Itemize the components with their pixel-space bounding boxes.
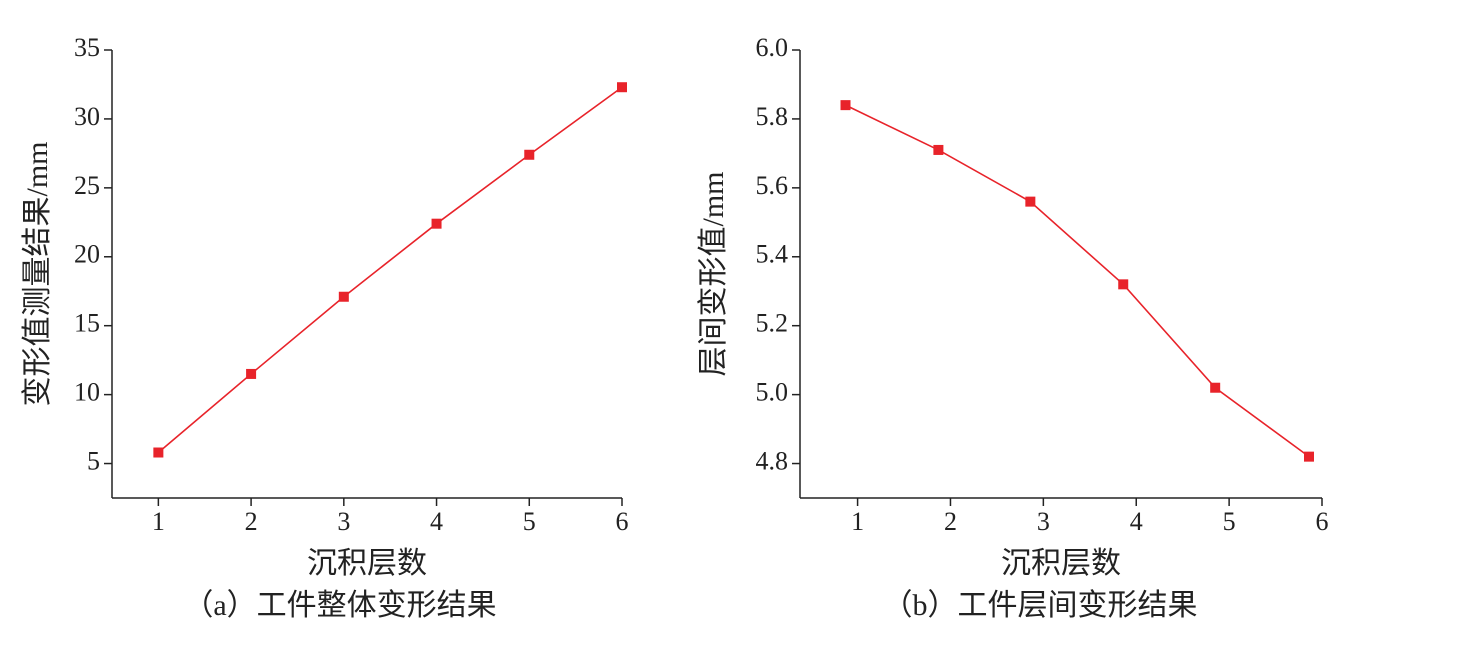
x-axis-label: 沉积层数: [1001, 547, 1121, 580]
y-tick-label: 30: [74, 102, 100, 131]
y-tick-label: 4.8: [756, 447, 789, 476]
x-axis-label: 沉积层数: [307, 547, 427, 580]
x-tick-label: 1: [152, 507, 165, 536]
data-point: [1118, 279, 1129, 290]
y-tick-label: 5.4: [756, 240, 789, 269]
y-tick-label: 10: [74, 378, 100, 407]
data-point: [431, 218, 442, 229]
x-tick-label: 6: [616, 507, 629, 536]
y-tick-label: 5.0: [756, 378, 789, 407]
x-tick-label: 4: [430, 507, 443, 536]
x-tick-label: 2: [245, 507, 258, 536]
data-point: [153, 447, 164, 458]
y-tick-label: 5.6: [756, 171, 789, 200]
y-tick-label: 5: [87, 447, 100, 476]
y-tick-label: 15: [74, 309, 100, 338]
data-line: [845, 104, 1310, 458]
x-tick-label: 1: [851, 507, 864, 536]
y-tick-label: 25: [74, 171, 100, 200]
y-tick-label: 6.0: [756, 33, 789, 62]
x-tick-label: 2: [944, 507, 957, 536]
y-axis-label: 变形值测量结果/mm: [21, 141, 54, 406]
data-point: [1210, 382, 1221, 393]
data-point: [338, 291, 349, 302]
x-tick-label: 4: [1130, 507, 1143, 536]
x-tick-label: 3: [337, 507, 350, 536]
x-tick-label: 5: [1223, 507, 1236, 536]
data-point: [524, 149, 535, 160]
data-line: [157, 86, 623, 454]
data-point: [1025, 196, 1036, 207]
x-tick-label: 3: [1037, 507, 1050, 536]
y-tick-label: 5.8: [756, 102, 789, 131]
x-tick-label: 6: [1316, 507, 1329, 536]
data-point: [933, 144, 944, 155]
x-tick-label: 5: [523, 507, 536, 536]
data-point: [246, 368, 257, 379]
y-tick-label: 35: [74, 33, 100, 62]
data-point: [1303, 451, 1314, 462]
y-axis-label: 层间变形值/mm: [697, 171, 730, 376]
y-tick-label: 20: [74, 240, 100, 269]
data-point: [840, 100, 851, 111]
caption: （a）工件整体变形结果: [183, 589, 496, 622]
caption: （b）工件层间变形结果: [883, 589, 1198, 622]
data-point: [617, 82, 627, 93]
y-tick-label: 5.2: [756, 309, 789, 338]
